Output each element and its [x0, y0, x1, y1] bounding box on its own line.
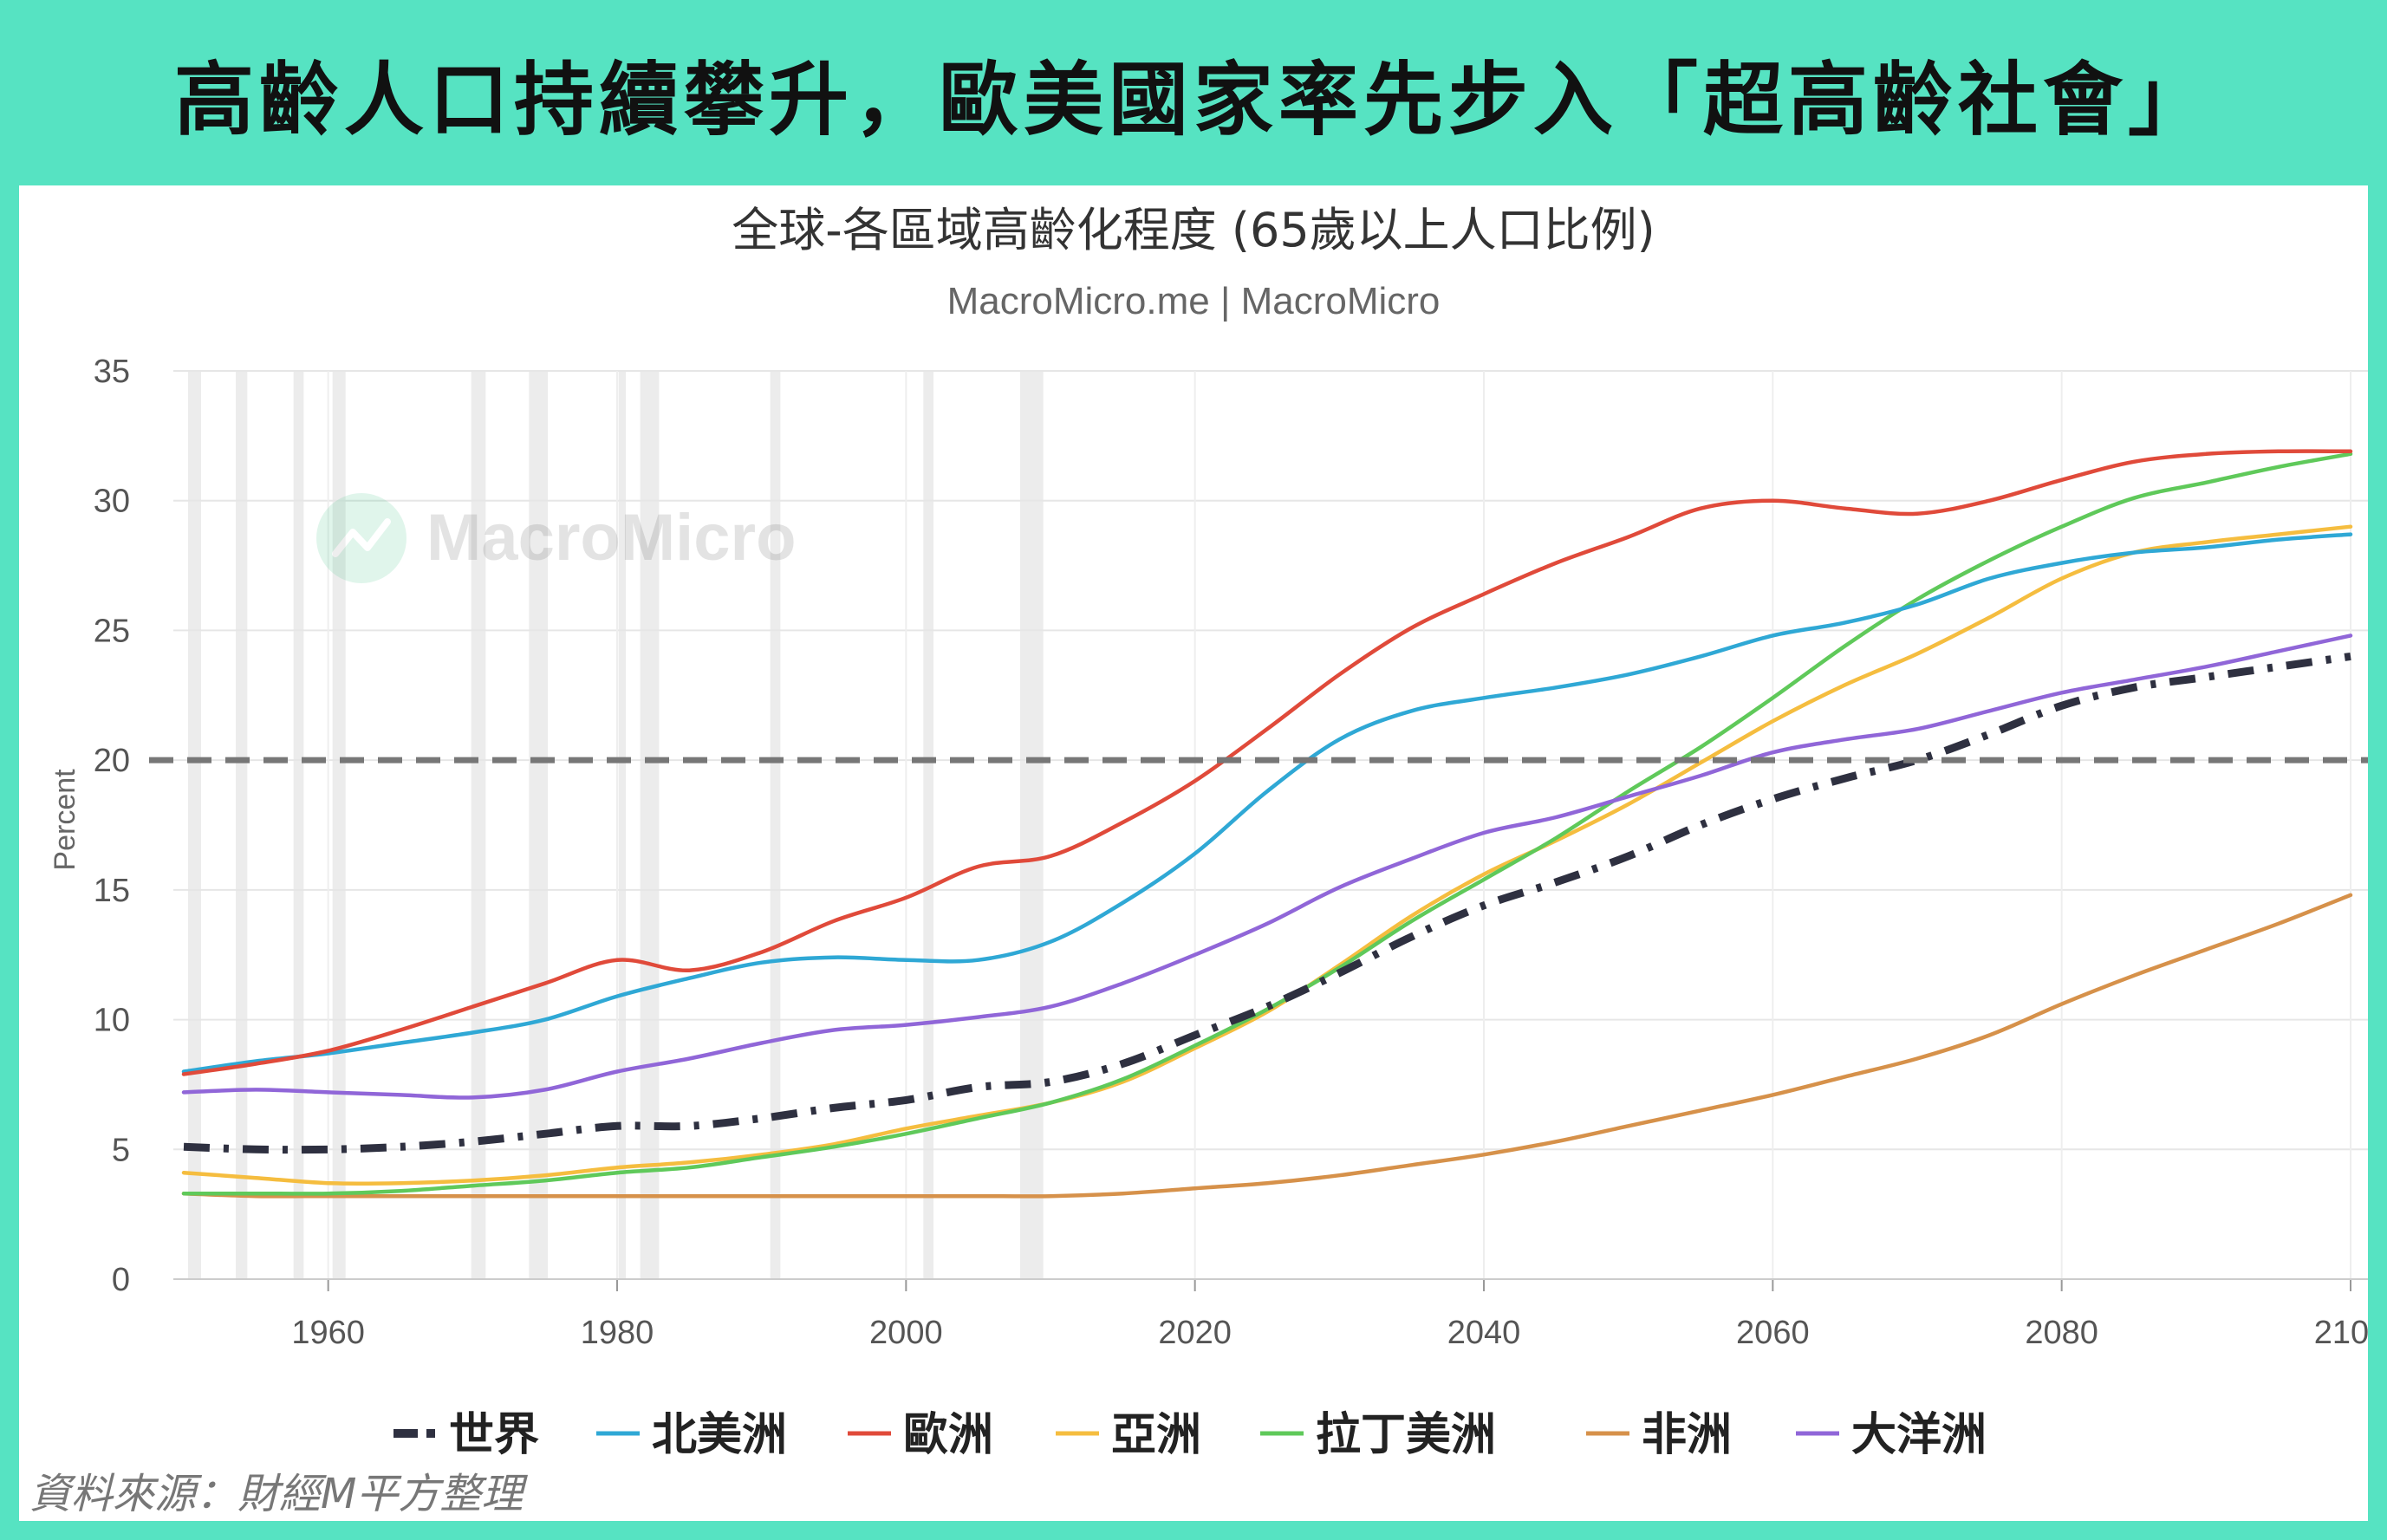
legend-label: 大洋洲 [1851, 1409, 1987, 1461]
chart-title: 全球-各區域高齡化程度 (65歲以上人口比例) [732, 203, 1655, 257]
y-axis-label: Percent [49, 769, 81, 871]
chart-subtitle: MacroMicro.me | MacroMicro [947, 280, 1441, 322]
y-tick-label: 20 [94, 743, 130, 779]
legend-item-2[interactable]: 歐洲 [848, 1409, 993, 1461]
series-line-2 [181, 449, 2353, 1076]
recession-band-1 [236, 371, 248, 1279]
chart-svg: MacroMicro 全球-各區域高齡化程度 (65歲以上人口比例) Macro… [19, 185, 2368, 1521]
y-tick-label: 5 [112, 1132, 130, 1168]
legend-label: 拉丁美洲 [1316, 1409, 1496, 1461]
legend-item-0[interactable]: 世界 [393, 1409, 539, 1461]
recession-band-9 [923, 371, 933, 1279]
x-tick-label: 2000 [869, 1315, 943, 1351]
source-note: 資料來源：財經M平方整理 [29, 1470, 524, 1518]
recession-band-8 [770, 371, 781, 1279]
y-tick-label: 30 [94, 484, 130, 520]
series-line-3 [181, 524, 2353, 1186]
x-tick-label: 2100 [2314, 1315, 2368, 1351]
legend-label: 亞洲 [1111, 1409, 1201, 1461]
y-tick-label: 0 [112, 1262, 130, 1298]
chart-panel: MacroMicro 全球-各區域高齡化程度 (65歲以上人口比例) Macro… [19, 185, 2368, 1521]
recession-band-10 [1020, 371, 1044, 1279]
legend-label: 歐洲 [903, 1409, 993, 1461]
watermark-logo-icon [316, 493, 407, 583]
recession-band-6 [618, 371, 626, 1279]
recession-band-7 [640, 371, 660, 1279]
series-line-4 [181, 452, 2353, 1196]
x-tick-label: 2060 [1736, 1315, 1810, 1351]
series-line-0 [183, 652, 2351, 1154]
legend-item-3[interactable]: 亞洲 [1056, 1409, 1201, 1461]
recession-band-4 [471, 371, 486, 1279]
y-tick-label: 15 [94, 873, 130, 909]
x-tick-label: 2080 [2025, 1315, 2098, 1351]
legend-label: 世界 [449, 1409, 539, 1461]
watermark-text: MacroMicro [426, 501, 797, 575]
y-tick-label: 10 [94, 1003, 130, 1039]
y-tick-label: 25 [94, 613, 130, 649]
x-tick-label: 2020 [1158, 1315, 1232, 1351]
recession-band-5 [529, 371, 548, 1279]
recession-band-2 [293, 371, 304, 1279]
x-tick-label: 1980 [581, 1315, 654, 1351]
x-tick-label: 1960 [291, 1315, 365, 1351]
headline: 高齡人口持續攀升，歐美國家率先步入「超高齡社會」 [173, 53, 2213, 146]
legend-label: 非洲 [1642, 1409, 1732, 1461]
y-tick-label: 35 [94, 354, 130, 390]
series-line-6 [181, 634, 2353, 1100]
legend-label: 北美洲 [652, 1409, 787, 1461]
series-line-5 [181, 893, 2353, 1199]
legend-item-1[interactable]: 北美洲 [596, 1409, 787, 1461]
legend-item-6[interactable]: 大洋洲 [1796, 1409, 1987, 1461]
legend-item-4[interactable]: 拉丁美洲 [1260, 1409, 1496, 1461]
legend-item-5[interactable]: 非洲 [1586, 1409, 1732, 1461]
recession-band-0 [188, 371, 201, 1279]
series-line-1 [181, 532, 2353, 1074]
x-tick-label: 2040 [1447, 1315, 1521, 1351]
